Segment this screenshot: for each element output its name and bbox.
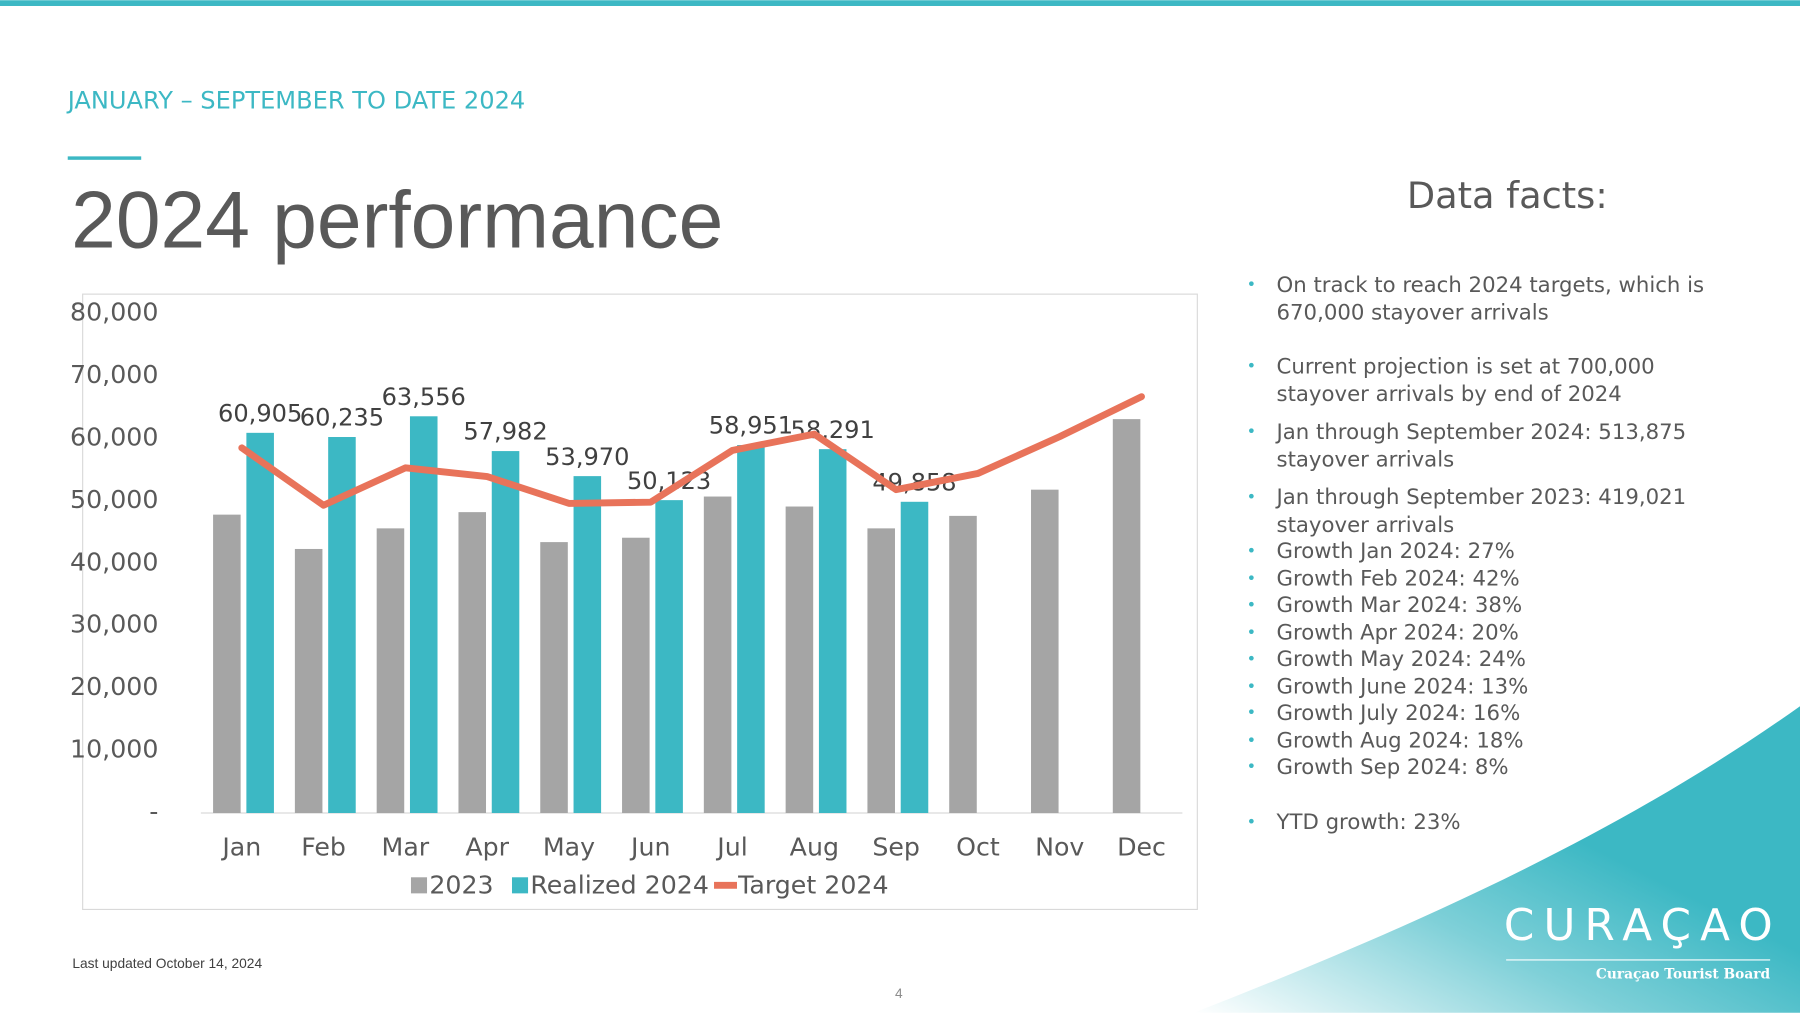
bar (458, 512, 487, 814)
facts-title: Data facts: (1407, 174, 1608, 217)
y-tick-label: 50,000 (70, 485, 158, 514)
y-tick-label: 80,000 (70, 298, 158, 327)
bar (1112, 419, 1141, 814)
bar (949, 515, 977, 814)
title: 2024 performance (71, 176, 723, 266)
logo-caption: Curaçao Tourist Board (1596, 966, 1771, 982)
bar (655, 500, 683, 814)
data-label: 53,970 (545, 443, 629, 471)
bar (376, 528, 405, 814)
bar (867, 528, 895, 814)
accent-line (67, 156, 142, 160)
x-tick-label: Aug (790, 833, 839, 862)
fact: Growth May 2024: 24% (1247, 647, 1750, 674)
fact: Current projection is set at 700,000 sta… (1247, 354, 1750, 408)
swoosh (1193, 706, 1800, 1013)
bar (703, 496, 732, 814)
data-label: 57,982 (463, 418, 547, 446)
bar (246, 432, 274, 814)
bar (818, 449, 847, 814)
footer: Last updated October 14, 2024 (72, 956, 262, 971)
facts-list: On track to reach 2024 targets, which is… (1244, 272, 1749, 836)
data-label: 60,235 (300, 404, 384, 432)
x-tick-label: Apr (465, 833, 509, 862)
bar (491, 451, 520, 814)
bar (737, 445, 765, 814)
legend-swatch (511, 877, 529, 894)
top-bar (0, 0, 1800, 6)
y-tick-label: 70,000 (70, 360, 158, 389)
bar (409, 416, 438, 814)
legend-swatch (410, 877, 428, 894)
bar (540, 542, 568, 814)
fact: Growth Jan 2024: 27% (1247, 539, 1750, 566)
legend-label: Target 2024 (737, 870, 888, 899)
bar (573, 476, 602, 814)
y-tick-label: 20,000 (70, 672, 158, 701)
fact: Jan through September 2023: 419,021 stay… (1247, 485, 1750, 539)
legend-label: 2023 (429, 870, 493, 899)
x-tick-label: Jul (715, 833, 747, 862)
fact: Jan through September 2024: 513,875 stay… (1247, 419, 1750, 473)
y-tick-label: - (149, 797, 158, 826)
x-tick-label: Feb (301, 833, 346, 862)
x-tick-label: Nov (1035, 833, 1084, 862)
x-tick-label: Jun (629, 833, 670, 862)
y-tick-label: 60,000 (70, 422, 158, 451)
x-tick-label: Dec (1117, 833, 1166, 862)
bar (785, 506, 814, 814)
x-tick-label: May (543, 833, 595, 862)
y-tick-label: 30,000 (70, 610, 158, 639)
fact: Growth July 2024: 16% (1247, 701, 1750, 728)
bar (213, 514, 241, 814)
y-tick-label: 40,000 (70, 547, 158, 576)
chart: - 10,000 20,000 30,000 40,000 50,000 60,000 70,… (70, 298, 1183, 899)
legend-label: Realized 2024 (530, 870, 709, 899)
fact: Growth Mar 2024: 38% (1247, 593, 1750, 620)
x-tick-label: Sep (872, 833, 920, 862)
y-tick-label: 10,000 (70, 735, 158, 764)
bar (900, 501, 929, 814)
chart-frame (82, 293, 1198, 911)
fact: YTD growth: 23% (1247, 809, 1750, 836)
facts-box: On track to reach 2024 targets, which is… (1244, 272, 1749, 915)
bar (622, 537, 650, 814)
fact: Growth Sep 2024: 8% (1247, 754, 1750, 781)
line (238, 393, 1145, 509)
data-label: 63,556 (382, 383, 466, 411)
page-number: 4 (895, 986, 903, 1001)
fact: On track to reach 2024 targets, which is… (1247, 272, 1750, 326)
fact: Growth June 2024: 13% (1247, 674, 1750, 701)
logo: CURAÇAO (1504, 901, 1782, 951)
bar (1031, 489, 1059, 814)
bar (294, 548, 323, 814)
data-label: 58,951 (709, 412, 793, 440)
fact: Growth Apr 2024: 20% (1247, 620, 1750, 647)
data-label: 60,905 (218, 399, 302, 427)
x-tick-label: Oct (956, 833, 1000, 862)
fact: Growth Aug 2024: 18% (1247, 727, 1750, 754)
subtitle: JANUARY – SEPTEMBER TO DATE 2024 (66, 86, 526, 114)
x-tick-label: Jan (220, 833, 261, 862)
fact: Growth Feb 2024: 42% (1247, 566, 1750, 593)
x-tick-label: Mar (382, 833, 430, 862)
